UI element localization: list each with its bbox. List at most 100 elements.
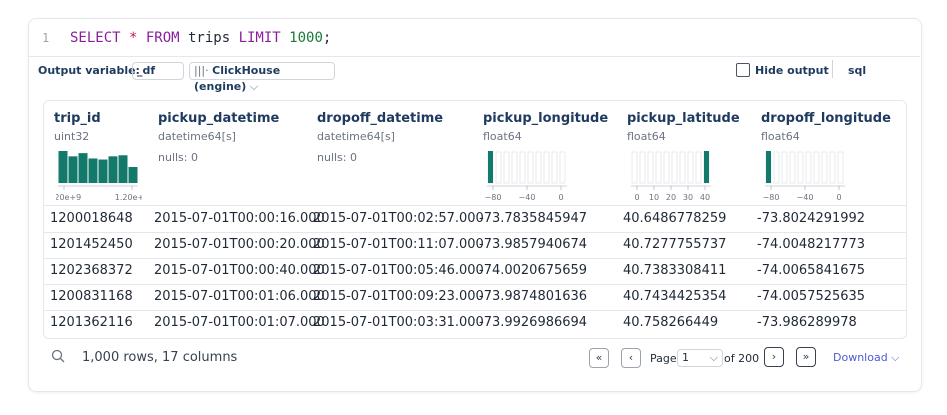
histogram-bin-outline [551,151,558,184]
table-cell: -73.9874801636 [479,289,588,304]
table-cell: 2015-07-01T00:11:07.000 [313,237,484,252]
table-cell: 2015-07-01T00:01:06.000 [154,289,325,304]
histogram-label: 0 [634,193,639,202]
histogram-label: −80 [763,193,779,202]
histogram: 1.20e+9 1.20e+9 [56,151,142,202]
null-count: nulls: 0 [158,151,198,164]
column-type: datetime64[s] [158,130,236,143]
histogram-bin-outline [519,151,526,184]
language-label: sql [848,64,867,77]
header-divider [44,205,906,206]
first-page-button[interactable]: « [589,348,609,368]
table-cell: 40.758266449 [623,315,719,330]
table-cell: 1202368372 [50,263,133,278]
histogram-bin-outline [687,151,694,184]
column-type: uint32 [54,130,90,143]
column-name: pickup_longitude [483,111,609,126]
histogram-bar [128,167,138,183]
table-cell: 2015-07-01T00:02:57.000 [313,211,484,226]
code-token: trips [188,30,231,46]
row-divider [44,258,906,259]
table-cell: -74.0048217773 [757,237,866,252]
table-cell: 40.7434425354 [623,289,727,304]
code-editor[interactable]: 1 SELECT * FROM trips LIMIT 1000; [42,30,331,78]
histogram-bin-outline [655,151,662,184]
table-cell: 2015-07-01T00:09:23.000 [313,289,484,304]
histogram-bin-outline [773,151,780,184]
engine-name: ClickHouse (engine) [194,64,281,93]
hide-output-checkbox[interactable] [736,63,750,77]
table-cell: -73.7835845947 [479,211,588,226]
histogram-bin-outline [559,151,566,184]
histogram-bin-outline [503,151,510,184]
line-number: 1 [42,31,50,45]
table-cell: 2015-07-01T00:00:40.000 [154,263,325,278]
row-divider [44,284,906,285]
histogram: −80 −40 0 [763,151,845,202]
null-count: nulls: 0 [317,151,357,164]
table-cell: -73.8024291992 [757,211,866,226]
code-token: ; [322,30,332,46]
histogram-bar [488,151,493,183]
histogram: 0 10 20 30 40 [631,151,711,202]
table-cell: 40.7277755737 [623,237,727,252]
cell-card [28,18,922,392]
code-token: 1000 [289,30,323,46]
histogram-bin-outline [805,151,812,184]
table-cell: 2015-07-01T00:05:46.000 [313,263,484,278]
column-type: datetime64[s] [317,130,395,143]
table-cell: 40.7383308411 [623,263,727,278]
histogram-label: −80 [485,193,501,202]
histogram-bin-outline [781,151,788,184]
code-token: FROM [145,30,180,46]
histogram-label: 1.20e+9 [115,193,142,202]
next-page-button[interactable]: › [764,347,784,367]
column-name: dropoff_longitude [761,111,891,126]
histogram-bin-outline [511,151,518,184]
histogram-label: 10 [649,193,659,202]
histogram-bin-outline [829,151,836,184]
histogram-bin-outline [631,151,638,184]
histogram-bar [58,151,68,183]
prev-page-button[interactable]: ‹ [621,348,641,368]
table-cell: 1201362116 [50,315,133,330]
histogram-bin-outline [821,151,828,184]
histogram-bar [98,159,108,183]
histogram-bar [766,151,771,183]
variable-input[interactable]: _df [132,62,184,80]
histogram-bin-outline [797,151,804,184]
page-select[interactable]: 1 ⌵ [677,349,723,367]
engine-select[interactable]: |||· ClickHouse (engine) ⌵ [189,62,335,93]
separator [832,60,833,78]
code-token: SELECT [70,30,121,46]
column-name: pickup_datetime [158,111,280,126]
download-label: Download [833,351,888,364]
table-cell: -74.0020675659 [479,263,588,278]
histogram-bar [118,155,128,183]
page-number: 1 [682,351,689,364]
histogram-bar [78,153,88,183]
histogram-bar [88,158,98,183]
hide-output-label[interactable]: Hide output [755,64,829,77]
histogram-bin-outline [789,151,796,184]
last-page-button[interactable]: » [796,347,816,367]
histogram-bin-outline [535,151,542,184]
histogram-bin-outline [639,151,646,184]
histogram-label: 30 [683,193,693,202]
histogram-bin-outline [495,151,502,184]
histogram-label: 1.20e+9 [56,193,81,202]
table-cell: -73.9857940674 [479,237,588,252]
table-cell: -74.0065841675 [757,263,866,278]
histogram-bin-outline [647,151,654,184]
row-divider [44,232,906,233]
download-button[interactable]: Download ⌵ [833,351,900,364]
search-icon[interactable] [51,349,67,365]
code-token: * [129,30,138,46]
table-cell: -73.986289978 [757,315,857,330]
table-cell: 2015-07-01T00:00:16.000 [154,211,325,226]
histogram-label: 40 [700,193,710,202]
histogram-bar [108,156,118,183]
table-cell: 1201452450 [50,237,133,252]
code-line: SELECT * FROM trips LIMIT 1000; [70,30,331,46]
column-name: dropoff_datetime [317,111,444,126]
